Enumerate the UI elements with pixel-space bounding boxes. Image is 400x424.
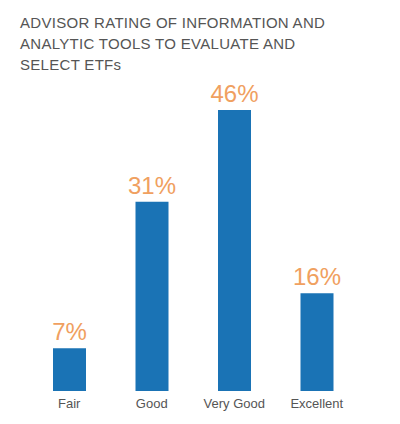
svg-text:16%: 16% [293,263,341,290]
svg-text:Very Good: Very Good [204,396,265,411]
svg-text:46%: 46% [210,80,258,107]
svg-text:Good: Good [136,396,168,411]
html-text:ADVISOR RATING OF INFORMATION: ADVISOR RATING OF INFORMATION AND ANALYT… [20,14,326,73]
svg-text:Excellent: Excellent [290,396,343,411]
svg-text:7%: 7% [52,318,87,345]
svg-text:31%: 31% [128,172,176,199]
svg-text:Fair: Fair [58,396,81,411]
